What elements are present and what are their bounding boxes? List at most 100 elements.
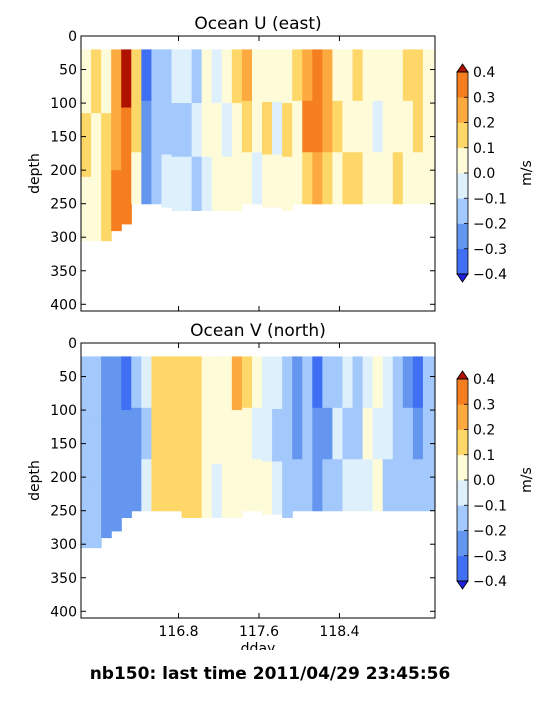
heatmap-cell <box>121 410 132 465</box>
heatmap-cell <box>231 410 243 465</box>
heatmap-cell <box>141 49 152 102</box>
heatmap-cell <box>231 156 243 211</box>
heatmap-cell <box>181 410 193 465</box>
heatmap-cell <box>101 416 112 478</box>
heatmap-cell <box>91 176 102 242</box>
heatmap-cell <box>251 407 263 460</box>
colorbar-tick-label: −0.1 <box>473 191 507 207</box>
colorbar-tick-label: 0.3 <box>473 90 495 106</box>
heatmap-cell <box>262 408 273 463</box>
y-axis-label: depth <box>27 460 43 501</box>
heatmap-cell <box>131 49 142 102</box>
heatmap-cell <box>171 407 183 460</box>
heatmap-cell <box>161 101 173 156</box>
chart-canvas: Ocean U (east) 0 50 100 150 200 250 300 350 400 de… <box>27 14 535 657</box>
heatmap-cell <box>332 459 344 512</box>
heatmap-cell <box>282 156 293 211</box>
heatmap-cell <box>332 407 344 460</box>
heatmap-cell <box>412 100 424 153</box>
heatmap-cell <box>422 407 435 460</box>
heatmap-cell <box>422 152 435 205</box>
heatmap-cell <box>201 356 213 411</box>
colorbar-segment <box>457 379 468 405</box>
heatmap-cell <box>282 103 293 158</box>
heatmap-cell <box>91 49 102 114</box>
heatmap-cell <box>402 49 414 102</box>
colorbar-segment <box>457 505 468 531</box>
heatmap-cell <box>272 154 283 208</box>
heatmap-cell <box>201 463 213 518</box>
colorbar-label: m/s <box>519 160 535 186</box>
heatmap-cell <box>422 49 435 102</box>
heatmap-cell <box>302 356 313 409</box>
heatmap-cell <box>412 49 424 102</box>
heatmap-cell <box>111 170 122 232</box>
heatmap-cell <box>362 407 374 460</box>
colorbar-tick-label: 0.0 <box>473 166 495 182</box>
colorbar-label: m/s <box>519 467 535 493</box>
heatmap-cell <box>221 103 233 158</box>
heatmap-cell <box>141 356 152 409</box>
y-tick-label: 400 <box>50 297 77 313</box>
heatmap-cell <box>372 459 384 512</box>
heatmap-cell <box>422 459 435 512</box>
heatmap-cell <box>141 152 152 205</box>
heatmap-cell <box>322 459 334 512</box>
heatmap-cell <box>352 100 364 153</box>
heatmap-cell <box>181 156 193 211</box>
heatmap-cell <box>402 356 414 409</box>
heatmap-cell <box>272 101 283 156</box>
colorbar-tick-label: −0.2 <box>473 217 507 233</box>
heatmap-cell <box>392 49 404 102</box>
heatmap-cell <box>211 156 223 211</box>
heatmap-cell <box>402 459 414 512</box>
heatmap-cell <box>382 356 394 409</box>
heatmap-cell <box>111 109 122 171</box>
colorbar-segment <box>457 555 468 582</box>
heatmap-cell <box>121 165 132 225</box>
heatmap-cell <box>422 356 435 409</box>
heatmap-cell <box>262 461 273 515</box>
y-tick-label: 300 <box>50 537 77 553</box>
heatmap-cell <box>382 49 394 102</box>
heatmap-cell <box>91 483 102 549</box>
y-tick-label: 100 <box>50 96 77 112</box>
heatmap-cell <box>101 356 112 418</box>
colorbar-tick-label: −0.4 <box>473 267 507 283</box>
heatmap-cell <box>362 459 374 512</box>
heatmap-cell <box>382 459 394 512</box>
heatmap-cell <box>171 356 183 409</box>
heatmap-cell <box>221 410 233 465</box>
heatmap-cell <box>342 356 354 409</box>
heatmap-cell <box>221 463 233 518</box>
heatmap-cell <box>141 407 152 460</box>
colorbar-tick-label: −0.4 <box>473 574 507 590</box>
x-tick-label: 116.8 <box>159 624 199 640</box>
heatmap-cell <box>101 477 112 539</box>
heatmap-cell <box>211 49 223 104</box>
heatmap-cell <box>392 356 404 409</box>
heatmap-cell <box>322 49 334 102</box>
colorbar-tick-label: 0.0 <box>473 473 495 489</box>
heatmap-cell <box>302 459 313 512</box>
colorbar-tick-label: 0.2 <box>473 116 495 132</box>
colorbar-segment <box>457 404 468 430</box>
heatmap-cell <box>312 100 323 153</box>
heatmap-cell <box>312 356 323 409</box>
heatmap-cell <box>191 156 203 211</box>
heatmap-cell <box>322 100 334 153</box>
heatmap-cell <box>91 356 102 421</box>
heatmap-cell <box>362 49 374 102</box>
heatmap-cell <box>151 100 163 153</box>
chart-panel-1: Ocean U (east) 0 50 100 150 200 250 300 350 400 de… <box>27 14 535 313</box>
heatmap-cell <box>312 459 323 512</box>
heatmap-cell <box>322 152 334 205</box>
colorbar-tick-label: 0.4 <box>473 65 495 81</box>
heatmap-cell <box>272 408 283 463</box>
heatmap-cell <box>422 100 435 153</box>
y-tick-label: 300 <box>50 230 77 246</box>
colorbar-tick-label: 0.1 <box>473 141 495 157</box>
heatmap-cell <box>262 49 273 103</box>
heatmap-cell <box>332 152 344 205</box>
colorbar-tick-label: −0.3 <box>473 549 507 565</box>
